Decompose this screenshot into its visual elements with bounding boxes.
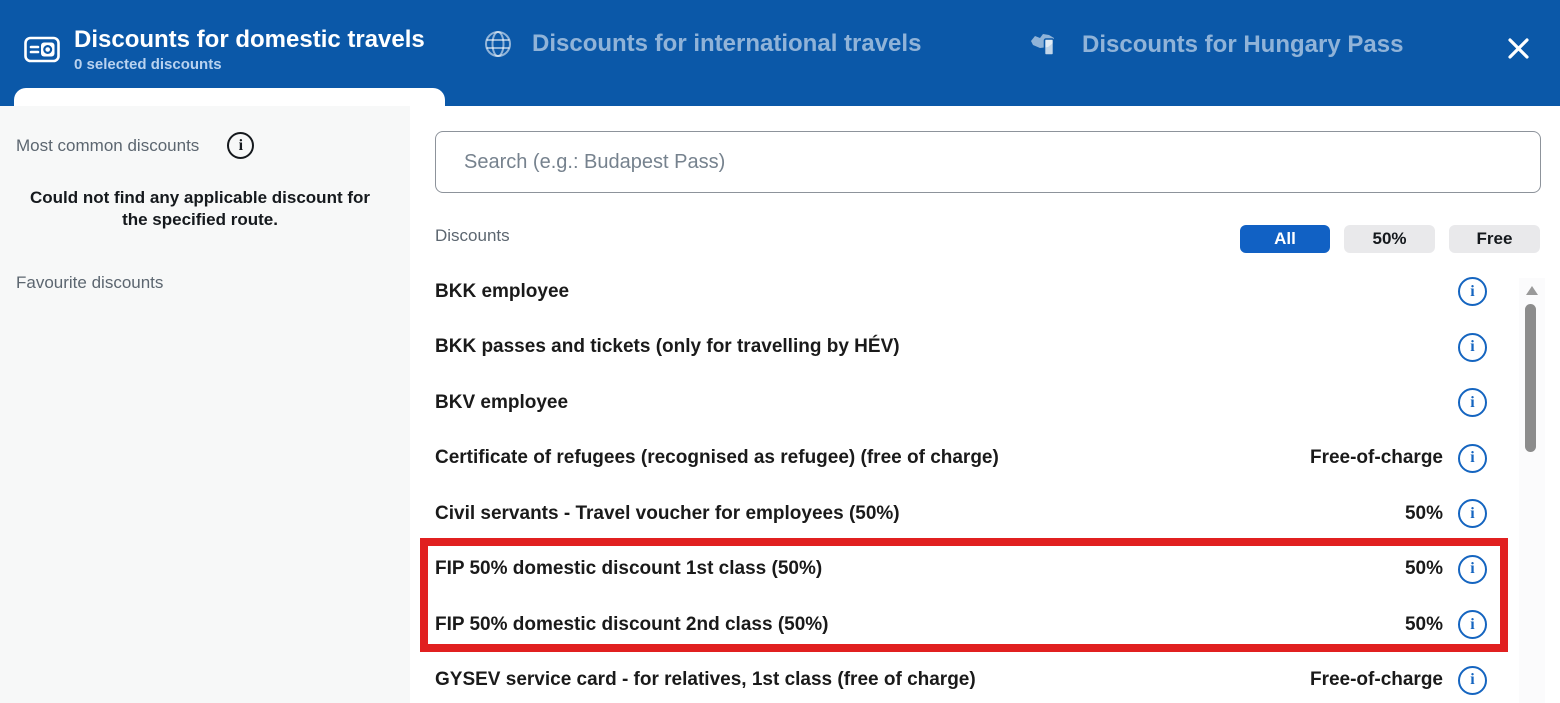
info-icon[interactable]: i xyxy=(1458,277,1487,307)
filter-free-button[interactable]: Free xyxy=(1449,225,1540,253)
discount-value: Free-of-charge xyxy=(1309,669,1443,691)
discount-row-refugee-certificate[interactable]: Certificate of refugees (recognised as r… xyxy=(410,431,1560,487)
sidebar: Most common discounts i Could not find a… xyxy=(0,106,410,703)
filter-all-button[interactable]: All xyxy=(1240,225,1330,253)
info-icon[interactable]: i xyxy=(1458,332,1487,362)
info-icon[interactable]: i xyxy=(1458,610,1487,640)
most-common-discounts-section: Most common discounts i xyxy=(16,132,255,159)
discount-name: GYSEV service card - for relatives, 1st … xyxy=(435,669,976,691)
info-icon[interactable]: i xyxy=(1458,388,1487,418)
discount-name: FIP 50% domestic discount 1st class (50%… xyxy=(435,558,823,580)
globe-icon xyxy=(484,30,512,58)
discounts-list-label: Discounts xyxy=(435,226,510,245)
info-icon[interactable]: i xyxy=(1458,443,1487,473)
search-input[interactable] xyxy=(435,131,1541,193)
discount-name: BKK passes and tickets (only for travell… xyxy=(435,336,900,358)
discount-row-civil-servants[interactable]: Civil servants - Travel voucher for empl… xyxy=(410,486,1560,542)
most-common-discounts-label: Most common discounts xyxy=(16,135,200,155)
tab-domestic-label: Discounts for domestic travels xyxy=(74,26,425,53)
dialog-header: Discounts for domestic travels 0 selecte… xyxy=(0,0,1560,106)
discount-value: Free-of-charge xyxy=(1309,447,1443,469)
discount-name: Civil servants - Travel voucher for empl… xyxy=(435,502,900,524)
hungary-pass-icon xyxy=(1030,30,1062,60)
discount-row-bkv-employee[interactable]: BKV employee i xyxy=(410,375,1560,431)
discount-value: 50% xyxy=(1404,613,1443,635)
discount-name: FIP 50% domestic discount 2nd class (50%… xyxy=(435,613,829,635)
no-discount-message: Could not find any applicable discount f… xyxy=(30,188,370,229)
tab-hungary-pass[interactable]: Discounts for Hungary Pass xyxy=(1030,30,1403,60)
discount-name: BKK employee xyxy=(435,280,570,302)
tab-domestic-discounts[interactable]: Discounts for domestic travels 0 selecte… xyxy=(24,26,425,73)
tab-international-label: Discounts for international travels xyxy=(532,30,922,57)
list-scrollbar[interactable] xyxy=(1519,278,1545,703)
discount-list: BKK employee i BKK passes and tickets (o… xyxy=(410,264,1560,703)
filter-50-button[interactable]: 50% xyxy=(1344,225,1435,253)
info-icon[interactable]: i xyxy=(1458,665,1487,695)
discount-row-fip-1st-class[interactable]: FIP 50% domestic discount 1st class (50%… xyxy=(410,542,1560,598)
scrollbar-thumb[interactable] xyxy=(1525,304,1536,452)
selected-discounts-count: 0 selected discounts xyxy=(74,56,222,73)
most-common-info-icon[interactable]: i xyxy=(227,132,255,159)
discount-row-bkk-passes[interactable]: BKK passes and tickets (only for travell… xyxy=(410,320,1560,376)
favourite-discounts-label: Favourite discounts xyxy=(16,273,164,292)
scroll-up-arrow-icon[interactable] xyxy=(1526,286,1538,295)
filter-group: All 50% Free xyxy=(1240,225,1540,253)
discount-name: Certificate of refugees (recognised as r… xyxy=(435,447,999,469)
active-tab-notch xyxy=(14,88,445,106)
ticket-card-icon xyxy=(24,36,60,63)
info-icon[interactable]: i xyxy=(1458,554,1487,584)
discount-value: 50% xyxy=(1404,558,1443,580)
discount-row-gysev-service-card[interactable]: GYSEV service card - for relatives, 1st … xyxy=(410,653,1560,703)
close-icon[interactable] xyxy=(1503,34,1533,62)
search-box xyxy=(435,131,1541,193)
discount-value: 50% xyxy=(1404,502,1443,524)
discount-name: BKV employee xyxy=(435,391,569,413)
discount-list-panel: Discounts All 50% Free BKK employee i BK… xyxy=(410,106,1560,703)
info-icon[interactable]: i xyxy=(1458,499,1487,529)
discount-row-bkk-employee[interactable]: BKK employee i xyxy=(410,264,1560,320)
tab-international-discounts[interactable]: Discounts for international travels xyxy=(484,30,921,58)
discount-row-fip-2nd-class[interactable]: FIP 50% domestic discount 2nd class (50%… xyxy=(410,597,1560,653)
tab-hungary-label: Discounts for Hungary Pass xyxy=(1082,31,1404,58)
